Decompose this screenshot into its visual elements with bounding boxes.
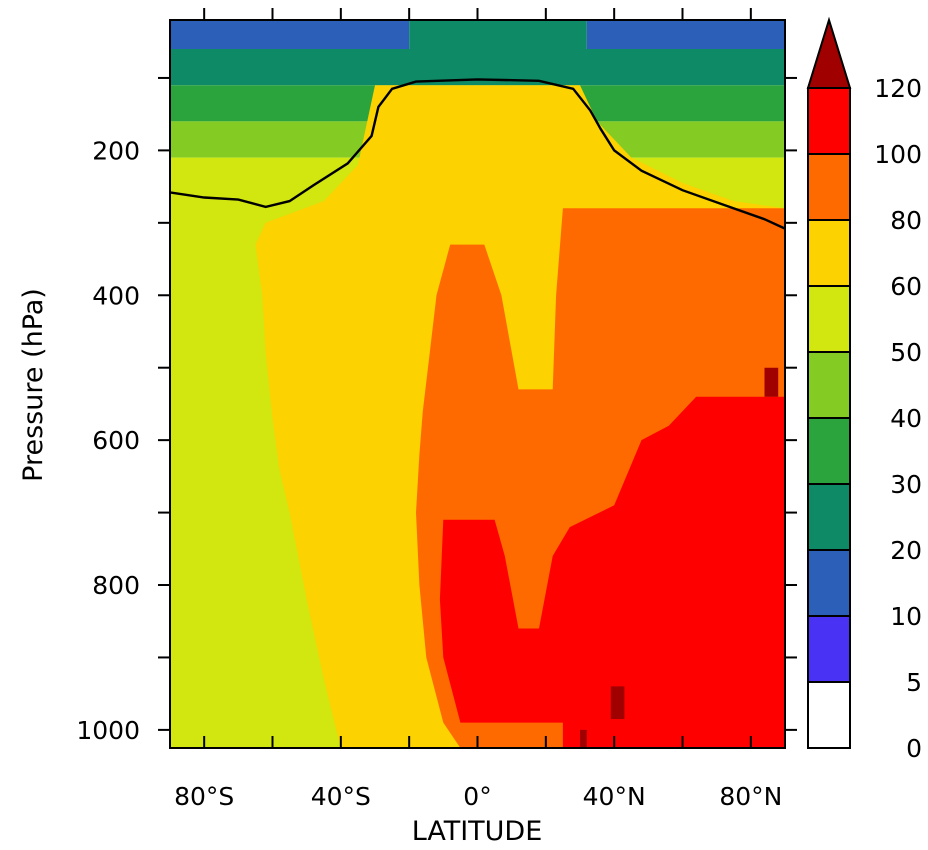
colorbar-label: 5: [906, 668, 922, 697]
tropopause-line-layer: [170, 78, 785, 230]
colorbar: 0 5 10 20 30 40 50 60 80 100 120: [806, 16, 922, 763]
colorbar-box-10: [807, 549, 851, 617]
plot-area: [170, 20, 785, 748]
colorbar-box-100: [807, 87, 851, 155]
contour-region-100-120-9: [439, 396, 785, 748]
colorbar-label: 40: [890, 404, 922, 433]
colorbar-box-0: [807, 681, 851, 749]
colorbar-box-40: [807, 351, 851, 419]
tropopause-line: [170, 78, 785, 230]
colorbar-label: 10: [890, 602, 922, 631]
colorbar-label: 120: [874, 74, 922, 103]
colorbar-box-60: [807, 219, 851, 287]
y-axis-title: Pressure (hPa): [18, 288, 49, 482]
x-axis-title: LATITUDE: [412, 816, 543, 847]
contour-region-10-20-0: [170, 20, 410, 49]
contour-region-gt120-10: [610, 686, 625, 719]
colorbar-extend-arrow: [806, 16, 852, 89]
y-tick-label: 400: [92, 281, 140, 310]
x-tick-label: 40°S: [311, 782, 371, 811]
x-tick-label: 0°: [463, 782, 491, 811]
x-axis: 80°S 40°S 0° 40°N 80°N: [174, 8, 782, 811]
y-axis: 200 400 600 800 1000: [76, 76, 797, 745]
colorbar-box-30: [807, 417, 851, 485]
contour-region-10-20-2: [586, 20, 785, 49]
contour-region-gt120-12: [764, 367, 779, 397]
y-tick-label: 200: [92, 136, 140, 165]
colorbar-label: 80: [890, 206, 922, 235]
colorbar-box-50: [807, 285, 851, 353]
colorbar-box-80: [807, 153, 851, 221]
y-tick-label: 1000: [76, 716, 140, 745]
colorbar-label: 30: [890, 470, 922, 499]
colorbar-label: 60: [890, 272, 922, 301]
colorbar-label: 100: [874, 140, 922, 169]
colorbar-box-20: [807, 483, 851, 551]
contour-region-gt120-11: [580, 729, 587, 748]
y-tick-label: 800: [92, 571, 140, 600]
x-tick-label: 80°N: [719, 782, 782, 811]
y-tick-label: 600: [92, 426, 140, 455]
colorbar-label: 0: [906, 734, 922, 763]
colorbar-box-5: [807, 615, 851, 683]
colorbar-label: 50: [890, 338, 922, 367]
contour-region-20-30-3: [170, 49, 785, 86]
x-tick-label: 40°N: [583, 782, 646, 811]
colorbar-label: 20: [890, 536, 922, 565]
x-tick-label: 80°S: [174, 782, 234, 811]
contour-region-20-30-1: [409, 20, 587, 49]
